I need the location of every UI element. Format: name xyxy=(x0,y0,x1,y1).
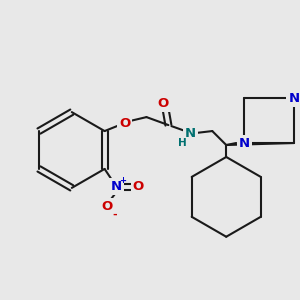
Text: -: - xyxy=(112,210,117,220)
Text: O: O xyxy=(158,97,169,110)
Text: O: O xyxy=(119,117,130,130)
Text: O: O xyxy=(133,180,144,194)
Text: N: N xyxy=(238,136,250,149)
Text: N: N xyxy=(185,127,196,140)
Text: N: N xyxy=(111,180,122,194)
Text: H: H xyxy=(178,138,187,148)
Text: +: + xyxy=(119,176,126,185)
Text: N: N xyxy=(289,92,300,105)
Text: O: O xyxy=(101,200,112,213)
